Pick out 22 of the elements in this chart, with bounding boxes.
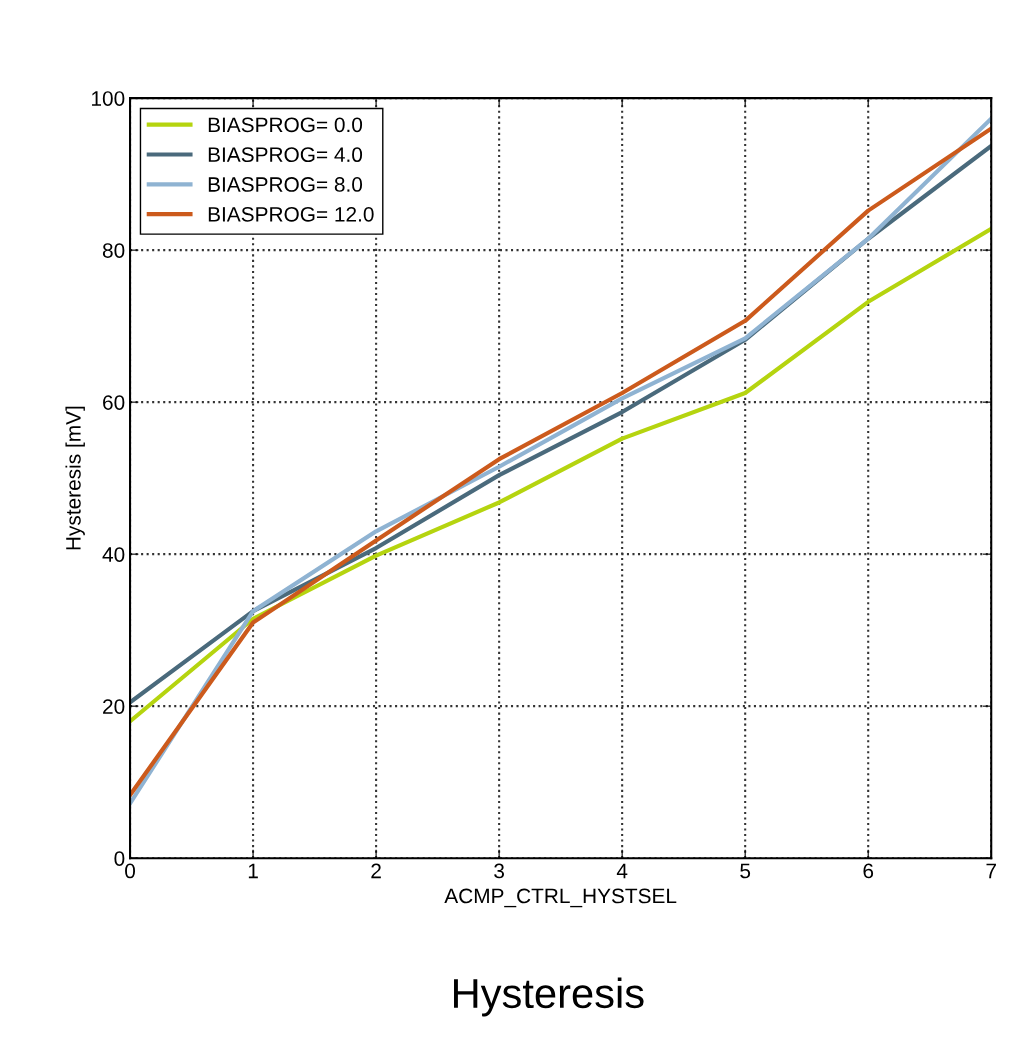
x-axis-title: ACMP_CTRL_HYSTSEL [444, 888, 677, 908]
y-tick-label: 20 [103, 699, 125, 714]
line-series [130, 226, 992, 724]
x-tick-label: 2 [371, 863, 381, 879]
y-tick-label: 0 [114, 851, 125, 866]
legend-label: BIASPROG= 8.0 [208, 177, 363, 192]
y-tick-label: 40 [102, 547, 125, 562]
legend-label: BIASPROG= 0.0 [208, 117, 363, 133]
text: Hysteresis [454, 977, 644, 1017]
x-tick-label: 0 [125, 863, 136, 879]
x-tick-label: 6 [863, 863, 874, 879]
y-tick-label: 100 [92, 91, 125, 106]
y-axis-title: Hysteresis [mV] [65, 406, 85, 550]
legend-label: BIASPROG= 4.0 [208, 147, 363, 163]
x-tick-label: 1 [248, 863, 258, 879]
legend-label: BIASPROG= 12.0 [208, 206, 374, 222]
x-tick-label: 5 [740, 863, 751, 879]
y-tick-label: 60 [103, 395, 125, 410]
y-tick-label: 80 [102, 243, 125, 258]
x-tick-label: 7 [986, 863, 996, 879]
x-tick-label: 3 [494, 863, 504, 879]
x-tick-label: 4 [616, 863, 628, 879]
